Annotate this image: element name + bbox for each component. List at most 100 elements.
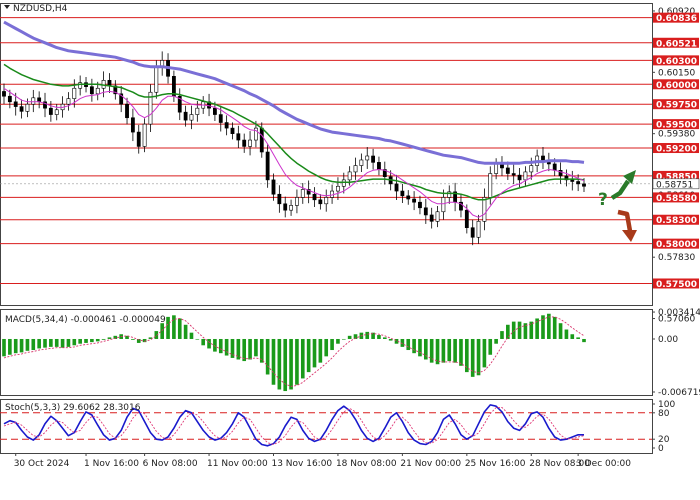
candle [130,117,135,133]
candle [459,201,463,211]
macd-bar [113,335,118,339]
candle [306,189,311,195]
candle [13,101,18,107]
candle [552,163,557,171]
macd-bar [207,338,211,349]
macd-bar [558,323,563,339]
macd-bar [60,338,65,348]
candle [541,155,545,161]
candle [464,209,469,229]
candle [31,97,36,105]
level-label-box [653,119,699,130]
macd-bar [154,331,159,339]
macd-bar [511,321,516,339]
stoch-axis-label: 80 [658,409,670,419]
candle [113,85,118,95]
candle [412,198,417,203]
macd-bar [107,337,112,339]
candle [476,221,481,238]
macd-bar [195,338,200,340]
current-price-label: 0.58751 [656,180,693,190]
candle [418,201,422,209]
candle [447,191,452,198]
arrow-down-head [622,230,637,242]
candle [242,139,247,147]
macd-bar [248,338,252,360]
macd-bar [166,316,170,339]
macd-bar [148,337,153,339]
candle [259,127,264,153]
candle [482,197,487,222]
macd-bar [183,324,188,339]
macd-axis-label: 0.003414 [658,308,700,318]
candle [441,197,446,213]
candle [154,66,159,93]
macd-bar [547,313,551,339]
level-label: 0.58000 [656,240,697,250]
candle [7,95,12,103]
candle [289,205,293,211]
level-label-box [653,192,699,203]
candle [470,227,475,238]
macd-bar [476,338,481,376]
candle [494,163,499,174]
candle [423,207,428,216]
level-label: 0.58300 [656,216,697,226]
candle [371,155,376,163]
stoch-axis-label: 0 [658,444,664,454]
macd-bar [259,338,264,363]
candle [66,98,71,105]
candle [318,199,323,205]
candle [54,109,59,115]
macd-bar [84,338,88,343]
current-price-box [652,178,700,190]
macd-bar [371,332,375,339]
price-axis-label: 0.60150 [658,68,695,78]
forecast-question-mark: ? [598,190,608,210]
candle [254,127,258,141]
macd-bar [31,338,36,351]
symbol-dropdown-icon [4,5,10,9]
level-label: 0.59500 [656,121,697,131]
stoch-k-line [3,404,584,447]
level-label-box [653,170,699,181]
candle [582,183,586,187]
candle [183,111,188,121]
candle [89,86,94,95]
arrow-up-head [623,170,636,184]
price-axis-label: 0.60920 [658,7,695,17]
time-axis-label: 28 Nov 08:00 [529,459,590,469]
macd-bar [72,338,77,346]
price-axis-label: 0.57830 [658,253,695,263]
macd-bar [54,338,59,347]
level-label-box [653,143,699,154]
macd-bar [552,316,557,339]
macd-bar [341,338,346,340]
candle [218,114,223,123]
macd-bar [306,338,311,373]
macd-bar [101,338,106,340]
candle [488,173,493,198]
candle [511,173,516,176]
macd-bar [295,338,299,385]
level-label: 0.60521 [656,39,697,49]
time-axis-label: 18 Nov 08:00 [336,459,397,469]
macd-bar [265,338,270,375]
candle [300,189,305,198]
macd-bar [465,338,469,373]
candle [19,106,24,112]
candle [236,133,241,141]
level-label: 0.60300 [656,57,697,67]
macd-bar [25,338,30,351]
candle [25,103,30,112]
macd-bar [459,338,463,366]
candle [148,91,153,125]
macd-bar [254,338,258,357]
candle [119,93,124,105]
macd-bar [412,338,416,354]
level-label: 0.59200 [656,145,697,155]
macd-bar [160,323,164,339]
macd-bar [494,338,498,344]
macd-bar [13,338,18,354]
